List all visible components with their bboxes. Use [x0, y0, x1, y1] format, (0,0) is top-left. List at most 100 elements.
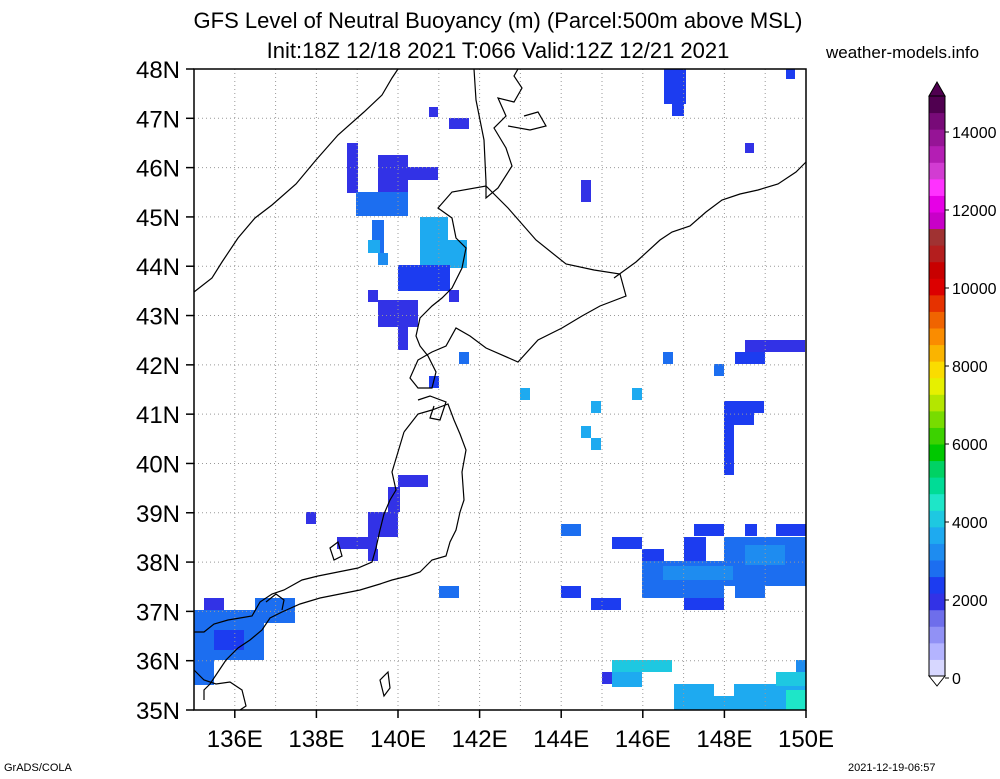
lnb-cell: [642, 586, 724, 598]
colorbar-swatch: [929, 626, 945, 644]
lnb-cell: [745, 545, 785, 565]
colorbar-label: 2000: [952, 593, 988, 610]
coast-sakhalin-south: [507, 111, 547, 131]
colorbar-swatch: [929, 195, 945, 213]
colorbar-swatch: [929, 410, 945, 428]
coast-asia-mainland: [193, 68, 399, 293]
coast-kurils: [613, 161, 807, 279]
lnb-cell: [561, 524, 581, 536]
lon-label: 150E: [778, 726, 834, 753]
colorbar-label: 10000: [952, 281, 997, 298]
lnb-cell: [642, 549, 664, 561]
lat-label: 45N: [136, 205, 180, 232]
colorbar-swatch: [929, 493, 945, 511]
colorbar-swatch: [929, 112, 945, 130]
lon-label: 142E: [452, 726, 508, 753]
lnb-cell: [429, 107, 438, 117]
colorbar-swatch: [929, 245, 945, 263]
colorbar-label: 14000: [952, 125, 997, 142]
colorbar-swatch: [929, 427, 945, 445]
lnb-cell: [581, 426, 591, 438]
colorbar-swatch: [929, 377, 945, 395]
lnb-cell: [420, 217, 448, 267]
lnb-cell: [724, 425, 734, 475]
colorbar-swatch: [929, 278, 945, 296]
colorbar-swatch: [929, 96, 945, 114]
lnb-cell: [368, 549, 378, 561]
colorbar-swatch: [929, 477, 945, 495]
colorbar-swatch: [929, 212, 945, 230]
lnb-cell: [398, 325, 408, 350]
lat-label: 35N: [136, 698, 180, 725]
chart-subtitle: Init:18Z 12/18 2021 T:066 Valid:12Z 12/2…: [266, 38, 730, 63]
colorbar-swatch: [929, 444, 945, 462]
lnb-cell: [204, 598, 224, 610]
lnb-cell: [445, 240, 467, 268]
colorbar-swatch: [929, 228, 945, 246]
lnb-cell: [724, 401, 764, 413]
colorbar-swatch: [929, 361, 945, 379]
lat-label: 44N: [136, 254, 180, 281]
site-credit: weather-models.info: [826, 43, 980, 62]
lnb-cell: [194, 660, 214, 685]
lnb-cell: [581, 180, 591, 202]
coast-izu: [379, 670, 391, 698]
lnb-cell: [520, 388, 530, 400]
lnb-cell: [612, 660, 672, 672]
lnb-cell: [449, 290, 459, 302]
colorbar-swatch: [929, 129, 945, 147]
lnb-cell: [714, 364, 724, 376]
coast-noto: [265, 593, 285, 611]
lat-label: 40N: [136, 451, 180, 478]
colorbar-swatch: [929, 609, 945, 627]
lnb-cell: [449, 118, 469, 129]
lnb-cell: [745, 524, 757, 536]
lnb-cell: [602, 672, 614, 684]
lnb-cell: [255, 598, 295, 623]
colorbar-swatch: [929, 593, 945, 611]
lnb-cell: [591, 401, 601, 413]
colorbar-swatch: [929, 659, 945, 677]
colorbar-swatch: [929, 145, 945, 163]
lnb-cell: [398, 475, 428, 487]
coastlines: [193, 68, 807, 711]
colorbar-swatch: [929, 311, 945, 329]
lat-label: 39N: [136, 501, 180, 528]
lnb-cell: [378, 155, 408, 195]
lon-label: 148E: [696, 726, 752, 753]
lnb-cell: [337, 537, 377, 549]
colorbar-swatch: [929, 526, 945, 544]
colorbar-label: 12000: [952, 203, 997, 220]
lon-label: 136E: [207, 726, 263, 753]
lnb-cell: [591, 438, 601, 450]
colorbar-label: 6000: [952, 437, 988, 454]
lnb-cell: [796, 660, 806, 672]
lon-label: 144E: [533, 726, 589, 753]
lon-label: 146E: [615, 726, 671, 753]
lnb-cell: [672, 100, 684, 116]
lnb-cell: [356, 192, 408, 216]
coast-honshu-north: [203, 395, 467, 700]
colorbar-label: 0: [952, 671, 961, 688]
lat-label: 42N: [136, 353, 180, 380]
lat-label: 38N: [136, 550, 180, 577]
lnb-cell: [735, 352, 765, 364]
colorbar-swatch: [929, 178, 945, 196]
lat-label: 48N: [136, 57, 180, 84]
lnb-cell: [405, 167, 438, 180]
lnb-cell: [684, 537, 706, 562]
lat-label: 47N: [136, 106, 180, 133]
chart-title: GFS Level of Neutral Buoyancy (m) (Parce…: [193, 8, 803, 33]
lnb-cell: [786, 69, 795, 79]
lat-label: 46N: [136, 156, 180, 183]
lnb-cell: [674, 684, 806, 710]
lnb-cell: [786, 690, 806, 710]
lat-label: 41N: [136, 402, 180, 429]
coast-sakhalin: [473, 68, 523, 200]
lnb-cell: [776, 672, 806, 686]
map-frame: [193, 68, 807, 711]
lnb-cell: [439, 586, 459, 598]
lnb-cell: [347, 143, 358, 193]
lnb-cell: [745, 340, 805, 352]
colorbar-label: 8000: [952, 359, 988, 376]
